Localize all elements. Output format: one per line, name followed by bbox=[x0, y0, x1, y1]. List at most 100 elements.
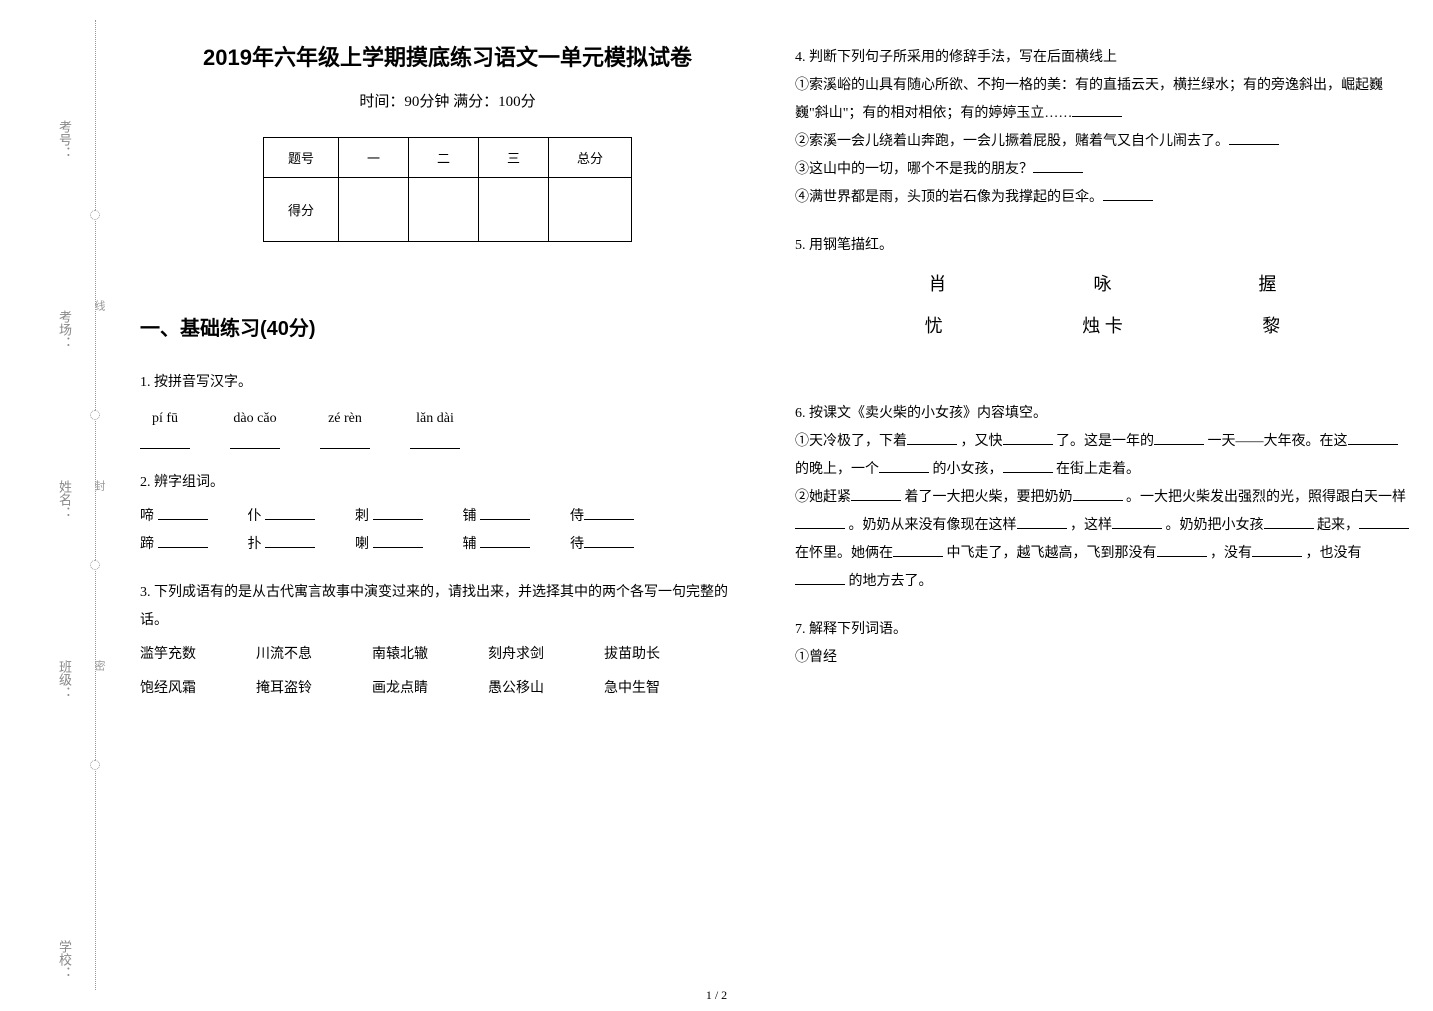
question-5-title: 5. 用钢笔描红。 bbox=[795, 232, 1410, 260]
exam-title: 2019年六年级上学期摸底练习语文一单元模拟试卷 bbox=[140, 40, 755, 72]
answer-blank bbox=[1229, 131, 1279, 145]
binding-circle bbox=[90, 410, 100, 420]
char: 侍 bbox=[570, 509, 584, 524]
q4-text: ③这山中的一切，哪个不是我的朋友？ bbox=[795, 162, 1033, 177]
char-row: 蹄 扑 喇 辅 待 bbox=[140, 531, 755, 559]
answer-blank bbox=[795, 515, 845, 529]
q6-text: ，这样 bbox=[1070, 518, 1112, 533]
score-header-cell: 一 bbox=[338, 138, 408, 178]
question-1: 1. 按拼音写汉字。 pí fū dào cǎo zé rèn lǎn dài bbox=[140, 369, 755, 449]
char: 仆 bbox=[248, 509, 262, 524]
q6-text: 在怀里。她俩在 bbox=[795, 546, 893, 561]
q4-item-3: ③这山中的一切，哪个不是我的朋友？ bbox=[795, 156, 1410, 184]
q6-text: 着了一大把火柴，要把奶奶 bbox=[905, 490, 1073, 505]
pinyin-text: pí fū bbox=[152, 405, 178, 433]
kaiti-char: 忧 bbox=[925, 308, 943, 344]
binding-circle bbox=[90, 760, 100, 770]
idiom: 画龙点睛 bbox=[372, 675, 428, 703]
answer-blank bbox=[1003, 459, 1053, 473]
answer-blank bbox=[1359, 515, 1409, 529]
score-header-cell: 题号 bbox=[263, 138, 338, 178]
q6-text: 。奶奶从来没有像现在这样 bbox=[849, 518, 1017, 533]
section-1-heading: 一、基础练习(40分) bbox=[140, 312, 755, 341]
q4-text: ④满世界都是雨，头顶的岩石像为我撑起的巨伞。 bbox=[795, 190, 1103, 205]
answer-blank bbox=[1157, 543, 1207, 557]
score-header-cell: 三 bbox=[479, 138, 549, 178]
question-3: 3. 下列成语有的是从古代寓言故事中演变过来的，请找出来，并选择其中的两个各写一… bbox=[140, 579, 755, 703]
q6-text: 了。这是一年的 bbox=[1056, 434, 1154, 449]
char-item: 铺 bbox=[463, 503, 531, 531]
q6-text: ②她赶紧 bbox=[795, 490, 851, 505]
score-cell bbox=[338, 178, 408, 242]
binding-seal-char: 封 bbox=[91, 480, 107, 505]
answer-blank bbox=[265, 534, 315, 548]
pinyin-text: dào cǎo bbox=[233, 405, 276, 433]
score-cell bbox=[479, 178, 549, 242]
binding-circle bbox=[90, 210, 100, 220]
q6-text: 的地方去了。 bbox=[849, 574, 933, 589]
binding-label-school: 学校： bbox=[55, 940, 74, 979]
char-item: 扑 bbox=[248, 531, 316, 559]
char-row: 啼 仆 刺 铺 侍 bbox=[140, 503, 755, 531]
char: 辅 bbox=[463, 537, 477, 552]
question-7-title: 7. 解释下列词语。 bbox=[795, 616, 1410, 644]
answer-blank bbox=[1112, 515, 1162, 529]
idiom: 南辕北辙 bbox=[372, 641, 428, 669]
idiom: 拔苗助长 bbox=[604, 641, 660, 669]
char: 喇 bbox=[355, 537, 369, 552]
answer-blank bbox=[410, 435, 460, 449]
answer-blank bbox=[1017, 515, 1067, 529]
answer-blank bbox=[140, 435, 190, 449]
char: 蹄 bbox=[140, 537, 154, 552]
pinyin-item: zé rèn bbox=[320, 405, 370, 449]
idiom-grid: 饱经风霜 掩耳盗铃 画龙点睛 愚公移山 急中生智 bbox=[140, 675, 755, 703]
answer-blank bbox=[265, 506, 315, 520]
question-6-title: 6. 按课文《卖火柴的小女孩》内容填空。 bbox=[795, 400, 1410, 428]
score-value-row: 得分 bbox=[263, 178, 631, 242]
pinyin-item: lǎn dài bbox=[410, 405, 460, 449]
pinyin-row: pí fū dào cǎo zé rèn lǎn dài bbox=[140, 405, 755, 449]
q6-text: 的晚上，一个 bbox=[795, 462, 879, 477]
q6-text: ①天冷极了，下着 bbox=[795, 434, 907, 449]
q6-text: 。奶奶把小女孩 bbox=[1166, 518, 1264, 533]
char: 啼 bbox=[140, 509, 154, 524]
answer-blank bbox=[1003, 431, 1053, 445]
char-item: 仆 bbox=[248, 503, 316, 531]
kaiti-row: 忧 烛 卡 黎 bbox=[855, 308, 1350, 344]
answer-blank bbox=[230, 435, 280, 449]
char: 铺 bbox=[463, 509, 477, 524]
pinyin-text: zé rèn bbox=[328, 405, 362, 433]
pinyin-item: dào cǎo bbox=[230, 405, 280, 449]
answer-blank bbox=[320, 435, 370, 449]
answer-blank bbox=[1252, 543, 1302, 557]
answer-blank bbox=[158, 534, 208, 548]
kaiti-char: 肖 bbox=[929, 266, 947, 302]
answer-blank bbox=[1264, 515, 1314, 529]
answer-blank bbox=[158, 506, 208, 520]
page-number: 1 / 2 bbox=[706, 988, 727, 1003]
question-3-title: 3. 下列成语有的是从古代寓言故事中演变过来的，请找出来，并选择其中的两个各写一… bbox=[140, 579, 755, 635]
idiom: 急中生智 bbox=[604, 675, 660, 703]
idiom: 川流不息 bbox=[256, 641, 312, 669]
q7-item-1: ①曾经 bbox=[795, 644, 1410, 672]
idiom: 饱经风霜 bbox=[140, 675, 196, 703]
answer-blank bbox=[879, 459, 929, 473]
score-header-cell: 总分 bbox=[549, 138, 632, 178]
q6-text: ，也没有 bbox=[1306, 546, 1362, 561]
char-item: 待 bbox=[570, 531, 634, 559]
q6-text: 的小女孩， bbox=[933, 462, 1003, 477]
char: 待 bbox=[570, 537, 584, 552]
q6-text: 。一大把火柴发出强烈的光，照得跟白天一样 bbox=[1126, 490, 1406, 505]
answer-blank bbox=[851, 487, 901, 501]
binding-circle bbox=[90, 560, 100, 570]
q6-text: ，又快 bbox=[961, 434, 1003, 449]
char-item: 啼 bbox=[140, 503, 208, 531]
answer-blank bbox=[1073, 487, 1123, 501]
score-cell bbox=[408, 178, 478, 242]
answer-blank bbox=[795, 571, 845, 585]
question-7: 7. 解释下列词语。 ①曾经 bbox=[795, 616, 1410, 672]
answer-blank bbox=[1103, 187, 1153, 201]
pinyin-item: pí fū bbox=[140, 405, 190, 449]
answer-blank bbox=[584, 506, 634, 520]
score-header-cell: 二 bbox=[408, 138, 478, 178]
